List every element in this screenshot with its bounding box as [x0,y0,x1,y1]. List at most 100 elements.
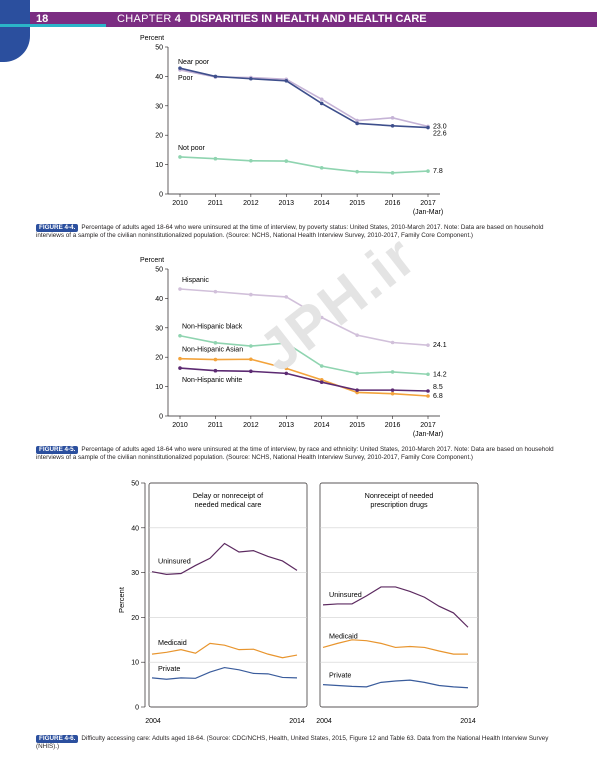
x-tick-label: 2012 [243,200,259,207]
x-tick-label: 2017 [420,422,436,429]
data-point [284,366,289,371]
data-point [319,166,324,170]
data-point [319,315,324,320]
series-name-label: Near poor [178,59,210,66]
series-line [322,639,468,655]
series-name-label: Medicaid [158,638,187,647]
data-point [249,344,253,348]
data-point [213,289,218,294]
y-tick-label: 40 [131,525,139,532]
figure-4-5-caption-text: Percentage of adults aged 18-64 who were… [36,446,554,461]
data-point [249,76,253,81]
x-tick-label: 2013 [278,200,294,207]
figure-4-5-chart: Percent 0 10 20 30 40 50 2010 2011 2012 2013 2014 20… [140,257,447,438]
data-point [213,156,218,161]
chapter-number: 4 [174,13,181,25]
series-name-label: Poor [178,75,193,82]
x-tick-label: 2015 [349,200,365,207]
x-tick-label: 2010 [172,200,188,207]
data-point [284,341,289,345]
data-point [426,169,430,173]
end-value-label: 14.2 [433,371,447,378]
figure-4-4-caption-text: Percentage of adults aged 18-64 who were… [36,224,544,239]
end-value-label: 7.8 [433,168,443,175]
data-point [249,357,253,362]
data-point [284,79,289,83]
series-name-label: Non-Hispanic Asian [182,347,243,354]
x-tick-label: 2014 [314,200,330,207]
data-point [178,155,182,159]
data-point [355,118,359,123]
y-tick-label: 40 [155,74,163,81]
data-point [426,394,430,398]
figure-4-6-caption: FIGURE 4-6. Difficulty accessing care: Ad… [36,735,566,751]
x-note-label: (Jan-Mar) [413,431,443,438]
data-point [355,169,359,174]
data-point [284,295,289,299]
chapter-label: CHAPTER [117,13,172,25]
page-number: 18 [36,13,49,25]
series-line [179,67,429,129]
y-axis-title: Percent [117,586,126,613]
x-tick-label: 2011 [208,422,223,429]
x-tick-label: 2011 [208,200,223,207]
data-point [426,125,430,130]
series-line [151,542,298,575]
y-tick-label: 0 [159,192,163,199]
y-tick-label: 0 [159,414,163,421]
data-point [178,366,182,370]
series-line [151,666,298,680]
figure-4-6-label: FIGURE 4-6. [36,735,79,743]
data-point [249,369,253,374]
y-tick-label: 10 [155,162,163,169]
data-point [355,121,359,126]
panel-title: needed medical care [195,500,262,509]
data-point [319,364,324,368]
data-point [178,333,182,338]
data-point [390,388,395,392]
series-name-label: Private [158,664,180,673]
series-line [179,156,429,174]
series-name-label: Non-Hispanic white [182,377,242,384]
x-note-label: (Jan-Mar) [413,209,443,216]
data-point [213,357,218,362]
x-tick-label: 2014 [314,422,330,429]
data-point [178,66,182,70]
data-point [319,101,324,106]
data-point [390,116,395,120]
end-value-label: 23.0 [433,123,447,130]
x-tick-label: 2004 [316,718,332,725]
y-tick-label: 20 [155,355,163,362]
data-point [390,340,395,345]
y-tick-label: 20 [155,133,163,140]
figure-4-6-caption-text: Difficulty accessing care: Adults aged 1… [36,735,549,750]
series-name-label: Not poor [178,145,206,152]
series-name-label: Hispanic [182,277,209,284]
panel-title: Delay or nonreceipt of [193,491,263,500]
data-point [178,287,182,291]
y-tick-label: 50 [155,45,163,52]
end-value-label: 22.6 [433,131,447,138]
x-tick-label: 2017 [420,200,436,207]
x-tick-label: 2016 [385,200,401,207]
data-point [426,372,430,377]
data-point [355,333,359,337]
series-line [322,679,469,689]
y-tick-label: 10 [155,384,163,391]
data-point [249,158,253,163]
y-tick-label: 50 [131,481,139,488]
data-point [178,356,182,361]
x-tick-label: 2014 [289,718,305,725]
series-line [179,334,429,376]
series-name-label: Private [329,671,351,680]
y-tick-label: 30 [155,325,163,332]
chapter-header-bar [30,12,597,27]
y-tick-label: 30 [131,570,139,577]
series-name-label: Uninsured [329,590,362,599]
x-tick-label: 2012 [243,422,259,429]
panel-frame [148,482,308,708]
x-tick-label: 2004 [145,718,161,725]
x-tick-label: 2014 [460,718,476,725]
y-axis-title: Percent [140,35,164,42]
series-name-label: Non-Hispanic black [182,324,243,331]
